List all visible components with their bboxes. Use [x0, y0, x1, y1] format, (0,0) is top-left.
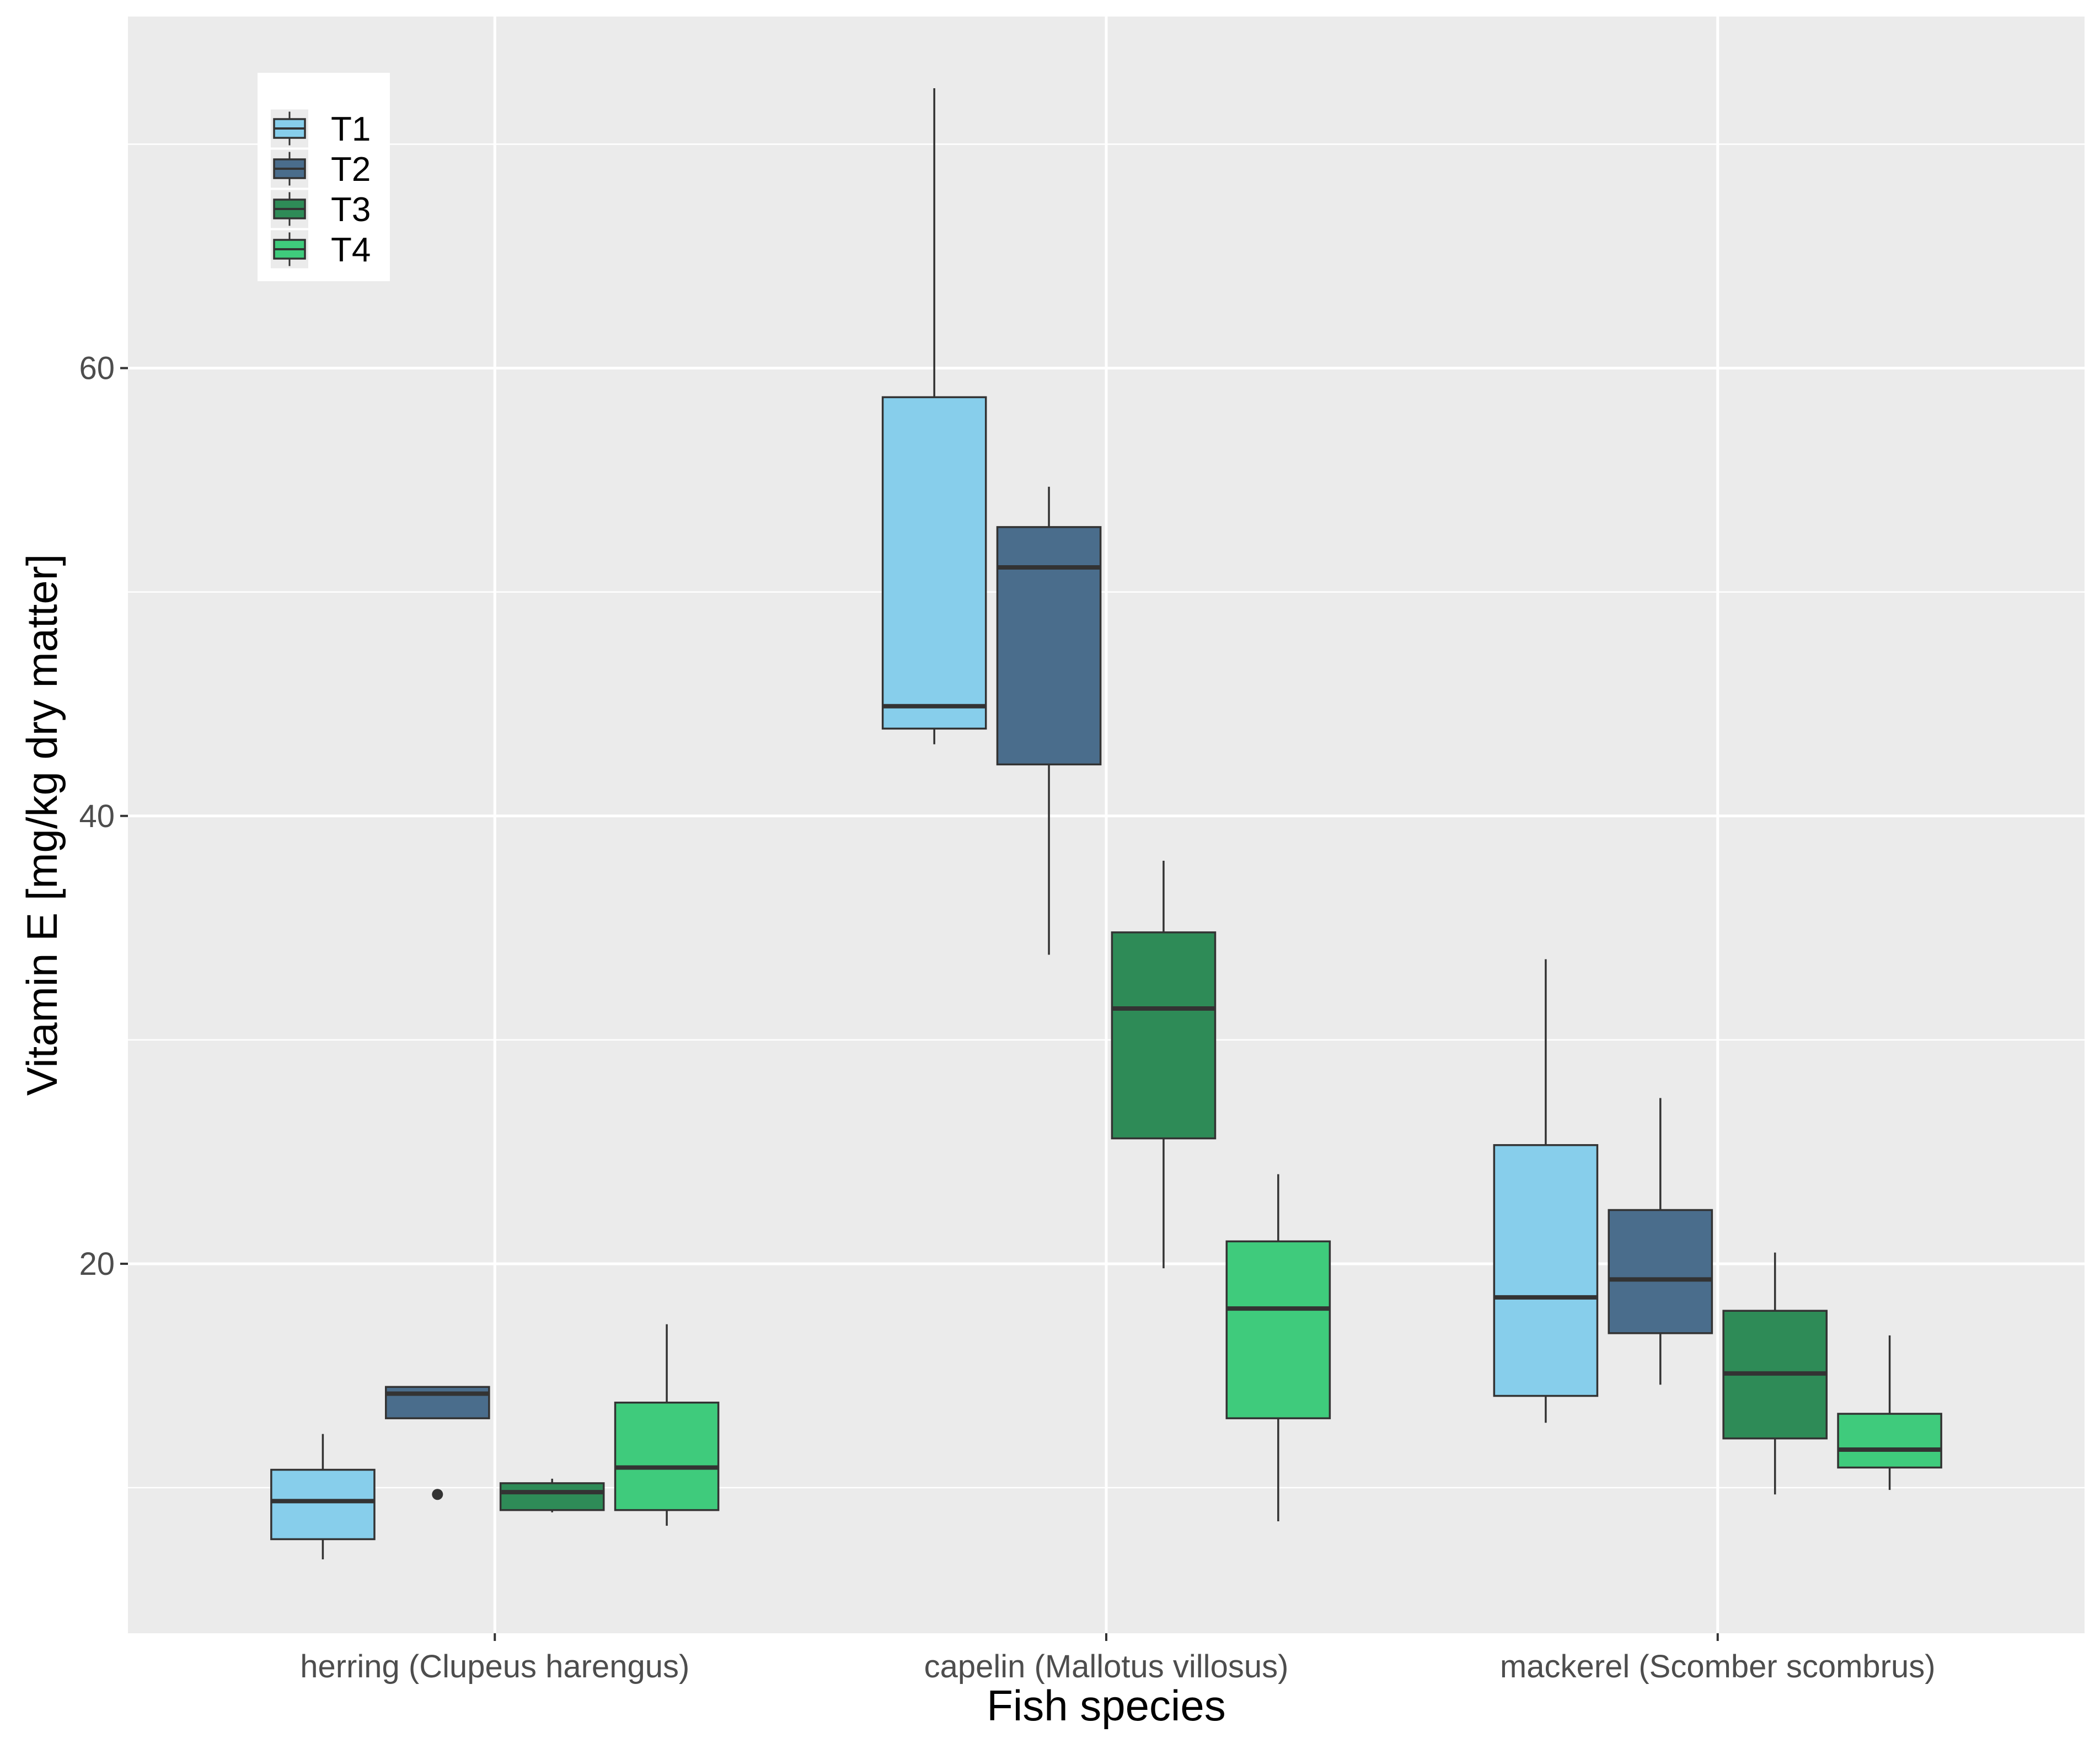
legend-item-T2: T2	[271, 149, 371, 189]
legend-label: T4	[331, 231, 371, 269]
box	[881, 396, 987, 730]
boxplot-T2	[1608, 1098, 1713, 1385]
box	[614, 1401, 720, 1511]
legend-item-T3: T3	[271, 190, 371, 229]
boxplot-T4	[614, 1324, 720, 1526]
major-gridlines	[128, 17, 2085, 1633]
box	[996, 526, 1102, 766]
legend-item-T1: T1	[271, 109, 371, 148]
x-tick-label: herring (Clupeus harengus)	[300, 1649, 689, 1685]
box	[499, 1482, 605, 1511]
box	[1493, 1144, 1599, 1397]
boxplot-T3	[499, 1478, 605, 1512]
boxplot-T3	[1722, 1252, 1828, 1495]
y-tick-label: 60	[79, 351, 115, 387]
y-tick-label: 40	[79, 798, 115, 834]
legend-label: T1	[331, 110, 371, 148]
x-tick-label: capelin (Mallotus villosus)	[924, 1649, 1289, 1685]
y-axis-title: Vitamin E [mg/kg dry matter]	[18, 554, 66, 1096]
boxplot-T2	[996, 486, 1102, 955]
legend-item-T4: T4	[271, 230, 371, 269]
y-tick-label: 20	[79, 1246, 115, 1282]
y-axis: 20 40 60	[79, 351, 128, 1282]
box	[1225, 1240, 1331, 1419]
x-tick-label: mackerel (Scomber scombrus)	[1500, 1649, 1936, 1685]
outlier-point	[432, 1489, 443, 1500]
boxplot-T1	[881, 88, 987, 744]
legend-label: T3	[331, 191, 371, 229]
x-axis-title: Fish species	[987, 1681, 1226, 1730]
box	[270, 1468, 376, 1541]
box	[1608, 1209, 1713, 1334]
boxplot-T4	[1837, 1335, 1942, 1490]
box	[1111, 931, 1217, 1140]
boxplot-T3	[1111, 860, 1217, 1269]
boxplot-T4	[1225, 1174, 1331, 1521]
boxplot-T1	[1493, 959, 1599, 1423]
boxplot-T2	[385, 1386, 490, 1500]
legend-label: T2	[331, 151, 371, 189]
boxplots	[270, 88, 1942, 1559]
box	[1837, 1413, 1942, 1469]
x-axis: herring (Clupeus harengus) capelin (Mallo…	[300, 1633, 1936, 1685]
boxplot-T1	[270, 1434, 376, 1559]
